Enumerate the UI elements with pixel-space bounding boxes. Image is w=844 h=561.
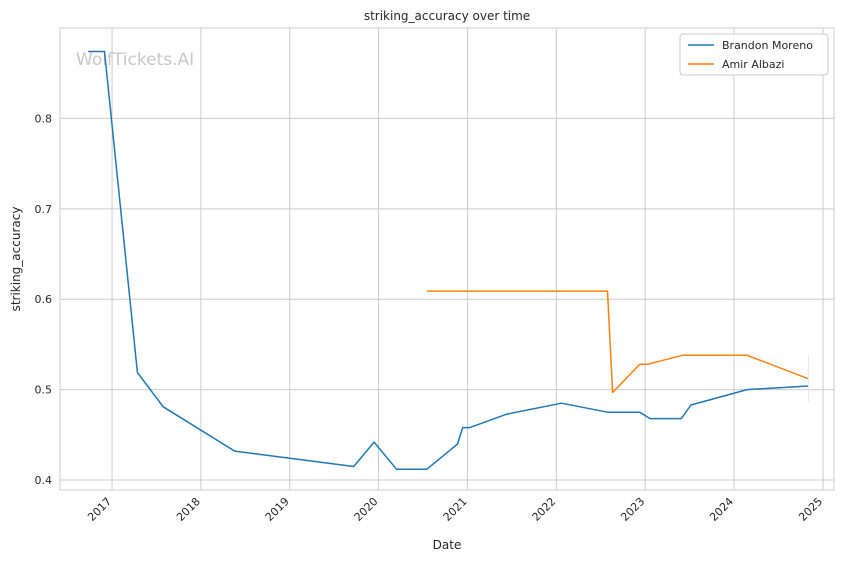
- y-tick-label: 0.4: [35, 474, 53, 487]
- y-tick-labels: 0.4 0.5 0.6 0.7 0.8: [35, 112, 53, 487]
- watermark: WolfTickets.AI: [76, 50, 194, 70]
- y-tick-label: 0.6: [35, 293, 53, 306]
- plot-frame: [59, 27, 835, 491]
- chart-title: striking_accuracy over time: [364, 9, 530, 23]
- y-tick-label: 0.5: [35, 384, 53, 397]
- y-axis-label: striking_accuracy: [9, 207, 23, 312]
- y-tick-label: 0.8: [35, 112, 53, 125]
- series-line-amir-albazi: [426, 290, 809, 394]
- legend-box: [679, 33, 829, 76]
- legend: Brandon Moreno Amir Albazi: [679, 33, 829, 76]
- series-lines: [88, 50, 809, 470]
- legend-label-brandon-moreno: Brandon Moreno: [722, 39, 813, 52]
- legend-label-amir-albazi: Amir Albazi: [722, 58, 784, 71]
- y-tick-label: 0.7: [35, 203, 53, 216]
- series-line-brandon-moreno: [88, 50, 809, 470]
- x-axis-label: Date: [433, 538, 462, 552]
- grid-lines: [60, 28, 834, 490]
